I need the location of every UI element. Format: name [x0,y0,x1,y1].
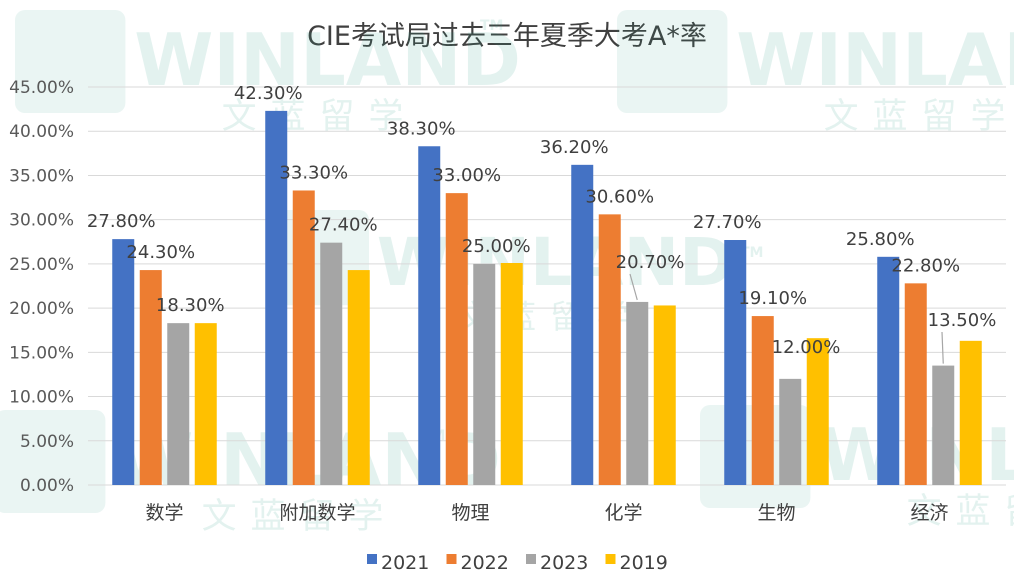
watermark-logo-icon [617,10,728,114]
bar-2023-2 [473,263,496,485]
bar-2023-3 [626,301,649,485]
bar-2023-0 [167,323,190,485]
bar-2022-1 [292,190,315,486]
y-tick-label: 20.00% [9,299,74,319]
bar-2023-5 [932,365,955,485]
bar-2019-1 [347,270,370,485]
legend-swatch-2019 [605,554,616,564]
data-label: 42.30% [234,83,303,104]
watermark-logo-icon [0,410,106,514]
y-tick-label: 5.00% [20,432,74,452]
data-label: 33.00% [432,165,501,186]
y-tick-label: 25.00% [9,255,74,275]
data-label: 22.80% [891,255,960,276]
y-tick-label: 45.00% [9,78,74,98]
data-label: 19.10% [738,288,807,309]
bar-2021-3 [571,164,594,485]
data-label: 12.00% [772,337,841,358]
x-category-label: 物理 [451,502,489,524]
data-label: 38.30% [387,118,456,139]
x-category-label: 数学 [145,502,183,524]
bar-2022-5 [904,283,927,485]
bar-2021-0 [112,239,135,485]
legend-label: 2019 [620,552,668,574]
bar-2019-0 [194,323,217,485]
legend-label: 2021 [381,552,429,574]
bar-2021-5 [877,256,900,485]
bar-2019-2 [500,263,523,485]
watermark-brand: WINLAND [736,18,1014,102]
legend-swatch-2021 [367,554,377,564]
bar-2022-0 [139,270,162,485]
legend-swatch-2023 [526,554,536,564]
data-label: 25.80% [846,229,915,250]
data-label: 30.60% [585,186,654,207]
y-tick-label: 40.00% [9,122,74,142]
x-category-label: 生物 [757,502,795,524]
bar-2019-3 [653,305,676,485]
data-label: 27.40% [309,215,378,236]
data-label: 25.00% [462,236,531,257]
bar-2021-2 [418,146,441,485]
bar-2019-4 [806,338,829,485]
data-label: 20.70% [616,252,685,273]
bar-2022-2 [445,193,468,485]
legend-label: 2022 [461,552,509,574]
x-category-label: 经济 [910,502,948,524]
bar-2021-1 [265,110,288,485]
data-label: 36.20% [540,137,609,158]
watermark-logo-icon [267,210,369,306]
data-label: 24.30% [126,242,195,263]
data-label: 27.70% [693,212,762,233]
bar-2022-4 [751,316,774,485]
leader-line [629,273,638,301]
y-tick-label: 30.00% [9,211,74,231]
data-label: 18.30% [156,295,225,316]
bar-2019-5 [959,340,982,485]
y-tick-label: 35.00% [9,166,74,186]
watermark-brand-cn: 文蓝留学 [222,97,418,137]
watermark-brand-cn: 文蓝留学 [202,497,398,537]
data-label: 13.50% [928,310,997,331]
y-tick-label: 0.00% [20,476,74,496]
y-tick-label: 15.00% [9,343,74,363]
watermark-brand-cn: 文蓝留学 [907,492,1014,532]
bar-2021-4 [724,240,747,485]
y-tick-label: 10.00% [9,388,74,408]
legend-swatch-2022 [446,554,457,564]
watermark-brand: WINLAND [134,18,521,102]
bar-2022-3 [598,214,621,486]
watermark-brand-cn: 文蓝留学 [824,97,1014,137]
data-label: 27.80% [87,211,156,232]
x-category-label: 化学 [604,502,642,524]
legend-label: 2023 [540,552,588,574]
x-category-label: 附加数学 [279,502,355,524]
watermark-tm: TM [480,18,503,34]
data-label: 33.30% [279,162,348,183]
bar-2023-1 [320,242,343,485]
leader-line [941,331,944,364]
chart-title: CIE考试局过去三年夏季大考A*率 [307,21,707,52]
bar-2023-4 [779,378,802,485]
